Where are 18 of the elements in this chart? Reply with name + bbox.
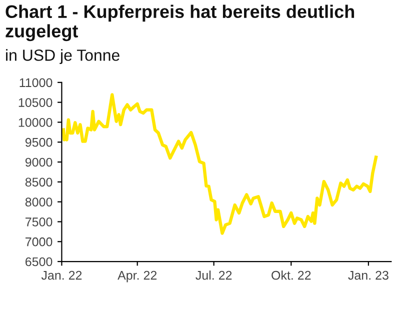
y-tick-label: 10000 (18, 118, 52, 127)
x-tick-label: Apr. 22 (118, 270, 157, 282)
y-tick-label: 10500 (18, 98, 52, 107)
y-tick-label: 9500 (25, 138, 52, 147)
y-tick-label: 7500 (26, 218, 52, 226)
x-tick-label: Jan. 22 (41, 270, 82, 280)
y-tick-label: 8000 (25, 198, 52, 206)
y-tick-label: 6500 (26, 257, 52, 266)
x-tick-label: Jan. 23 (348, 270, 388, 280)
x-tick-label: Jul. 22 (196, 270, 232, 280)
x-tick-label: Okt. 22 (272, 270, 311, 280)
chart-subtitle: in USD je Tonne (6, 49, 120, 64)
y-tick-label: 9000 (25, 158, 52, 167)
chart-title: Chart 1 - Kupferpreis hat bereits deutlich zugelegt (6, 4, 354, 42)
y-tick-label: 8500 (25, 178, 52, 187)
y-tick-label: 7000 (26, 237, 52, 246)
y-tick-label: 11000 (20, 78, 52, 88)
line-series (62, 93, 378, 235)
